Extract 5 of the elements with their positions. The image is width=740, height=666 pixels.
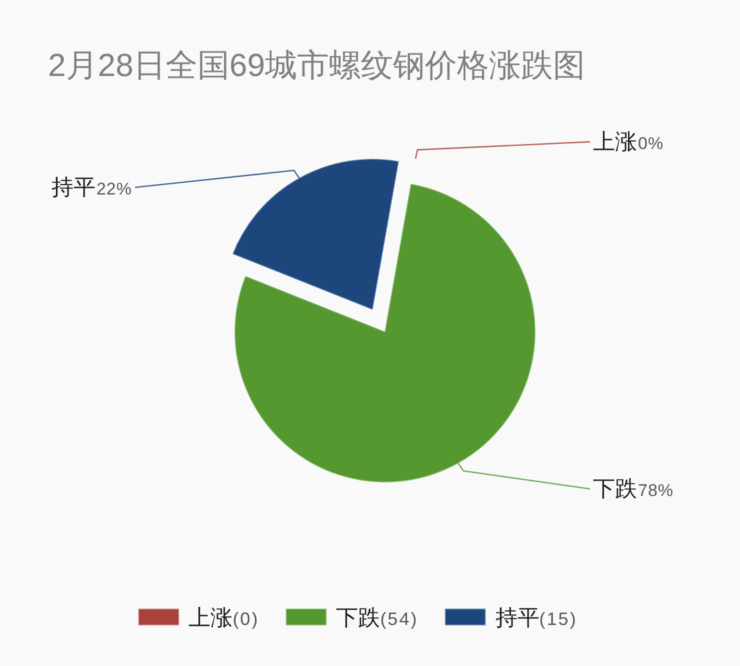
slice-label: 下跌	[593, 476, 637, 501]
legend-label: 下跌	[336, 605, 380, 630]
legend-label: 持平	[495, 605, 540, 630]
chart-title: 2月28日全国69城市螺纹钢价格涨跌图	[48, 47, 585, 83]
legend-label: 上涨	[188, 605, 233, 630]
